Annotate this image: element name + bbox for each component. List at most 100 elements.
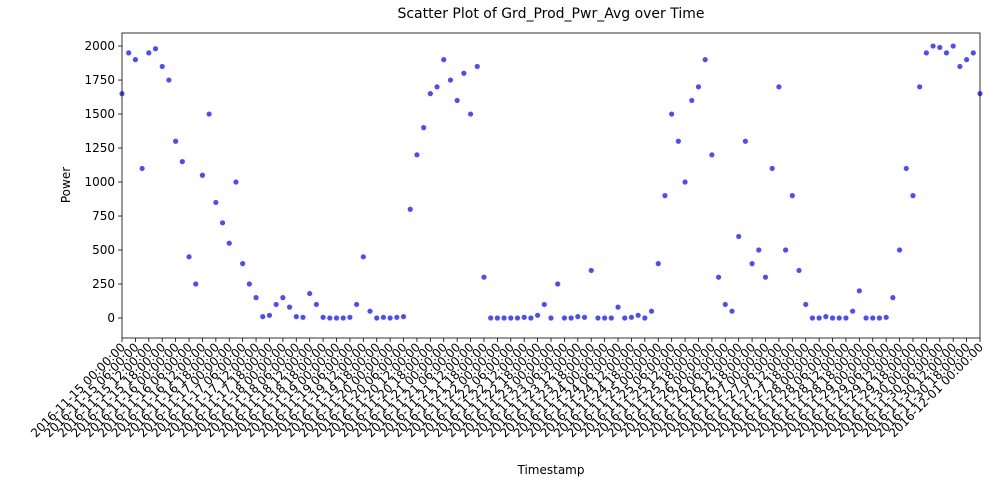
data-point [367,308,373,314]
y-tick-label: 500 [92,243,115,257]
data-point [534,312,541,318]
data-point [273,301,279,308]
data-point [380,314,387,320]
data-point [963,57,970,63]
data-point [715,274,722,280]
data-point [836,315,842,321]
data-point [910,193,916,199]
data-point [166,77,172,83]
data-point [930,43,936,49]
data-point [789,193,795,199]
data-point [260,314,266,320]
data-point [970,50,976,56]
data-point [648,308,655,314]
data-point [561,315,568,321]
data-point [461,70,467,76]
data-point [434,84,440,90]
chart-title: Scatter Plot of Grd_Prod_Pwr_Avg over Ti… [397,6,704,22]
data-point [467,111,474,117]
data-point [193,281,199,287]
y-tick-label: 0 [107,311,115,325]
data-point [581,314,588,320]
data-point [132,57,139,63]
data-point [722,301,728,308]
data-point [246,281,252,287]
data-point [354,301,360,308]
axes-frame [121,32,981,339]
data-point [635,312,641,318]
data-point [320,314,326,320]
y-tick-label: 1250 [84,141,115,155]
data-point [400,314,407,320]
data-point [541,301,547,308]
data-point [427,91,433,97]
data-point [280,295,286,301]
data-point [749,261,755,267]
data-point [896,247,903,253]
data-point [327,315,333,321]
data-point [387,315,393,321]
y-tick-label: 1500 [84,107,115,121]
data-point [796,267,802,274]
data-point [126,50,132,56]
data-point [333,315,340,321]
data-point [528,315,534,321]
data-point [514,315,521,321]
data-point [481,274,487,280]
data-point [421,125,427,131]
data-point [441,57,447,63]
y-tick-label: 250 [92,277,115,291]
data-point [233,179,239,185]
data-point [454,97,460,104]
data-point [850,308,856,314]
data-point [206,111,212,117]
data-point [608,315,614,321]
data-point [762,274,769,280]
data-point [474,63,480,70]
data-point [253,295,259,301]
data-point [494,315,500,321]
y-tick-label: 2000 [84,39,115,53]
data-point [548,315,554,321]
data-point [568,315,574,321]
data-point [152,46,159,52]
data-point [655,261,661,267]
data-point [695,84,702,90]
data-point [923,50,929,56]
data-point [407,206,413,212]
data-point [863,315,869,321]
data-point [307,290,313,297]
data-point [756,247,762,253]
data-point [186,254,192,260]
data-point [883,314,889,320]
data-point [575,314,581,320]
y-tick-label: 750 [92,209,115,223]
data-point [709,152,715,158]
x-axis-label: Timestamp [517,463,585,477]
data-point [213,199,219,206]
y-axis-label: Power [59,167,73,203]
data-point [394,314,400,320]
data-point [293,314,299,320]
data-point [159,63,165,70]
y-tick-label: 1750 [84,73,115,87]
data-point [179,159,185,165]
data-point [816,315,822,321]
data-point [803,301,809,308]
data-point [776,84,782,90]
data-point [266,312,273,318]
data-point [856,288,862,294]
data-point [347,314,353,320]
data-point [769,165,775,172]
data-point [943,50,950,56]
data-point [173,138,179,144]
plot-area [119,43,983,321]
data-point [240,261,246,267]
data-point [488,315,494,321]
data-point [521,314,527,320]
data-point [742,138,748,144]
data-point [595,315,601,321]
data-point [300,314,306,320]
data-point [736,233,742,240]
data-point [555,281,561,287]
